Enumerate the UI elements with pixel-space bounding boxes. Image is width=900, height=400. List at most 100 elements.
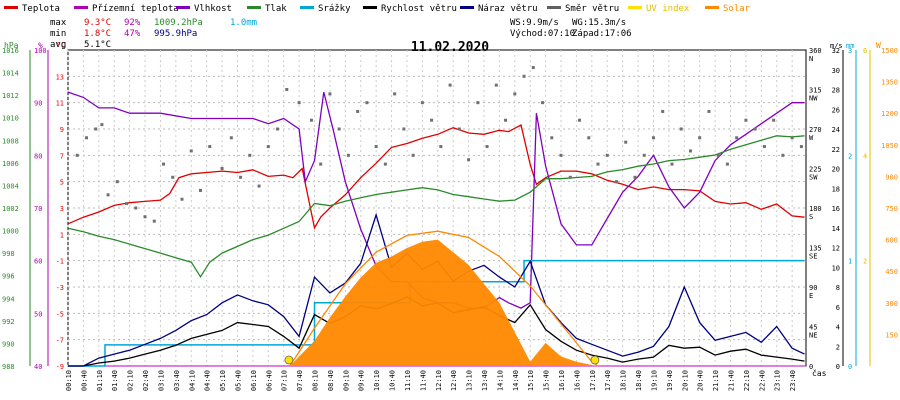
x-tick-label: 10:40	[389, 370, 397, 391]
axis-ms-tick: 0	[836, 363, 840, 371]
wind-dir-point	[374, 145, 378, 149]
stats-max-temp: 9.3°C	[84, 18, 112, 28]
series-6-area	[289, 239, 599, 366]
wind-dir-point	[356, 109, 360, 113]
wind-dir-point	[448, 83, 452, 87]
x-tick-label: 08:40	[327, 370, 335, 391]
x-tick-label: 19:40	[666, 370, 674, 391]
x-tick-label: 20:40	[697, 370, 705, 391]
axis-hpa-label: hPa	[4, 41, 19, 50]
wind-dir-point	[189, 149, 193, 153]
stats-max-rain: 1.0mm	[230, 18, 258, 28]
axis-hpa-tick: 1006	[2, 160, 19, 168]
axis-deg-dir: S	[809, 213, 813, 221]
wind-dir-point	[199, 188, 203, 192]
axis-hpa-tick: 1008	[2, 137, 19, 145]
axis-ms-tick: 8	[836, 284, 840, 292]
x-tick-label: 10:10	[373, 370, 381, 391]
wind-dir-point	[328, 92, 332, 96]
axis-deg-tick: 0	[809, 363, 813, 371]
x-tick-label: 20:10	[681, 370, 689, 391]
wind-dir-point	[285, 88, 289, 91]
axis-deg-tick: 180	[809, 205, 822, 213]
stats-min-hum: 47%	[124, 29, 141, 39]
wind-dir-point	[319, 162, 323, 166]
stats-block: max 9.3°C 92% 1009.2hPa 1.0mm min 1.8°C 47% 995…	[50, 18, 257, 51]
axis-ms-tick: 24	[832, 126, 840, 134]
axis-hpa-tick: 990	[2, 340, 15, 348]
axis-uv-tick: 6	[863, 47, 867, 55]
axis-solar-tick: 600	[885, 237, 898, 245]
stats-min-temp: 1.8°C	[84, 29, 112, 39]
axis-mm-label: mm	[846, 42, 854, 50]
axis-temp-tick: 3	[60, 205, 64, 213]
wind-dir-point	[143, 215, 147, 219]
wind-dir-point	[229, 136, 233, 140]
x-tick-label: 18:10	[620, 370, 628, 391]
wind-dir-point	[504, 118, 508, 122]
axis-ms-tick: 28	[832, 87, 840, 95]
wind-dir-point	[781, 153, 785, 157]
axis-hpa-tick: 992	[2, 318, 15, 326]
wind-dir-point	[698, 136, 702, 140]
wind-dir-point	[248, 153, 252, 157]
axis-deg-tick: 225	[809, 166, 822, 174]
legend-rychlost-vetru: Rychlost větru	[363, 3, 457, 15]
wind-dir-point	[753, 127, 757, 131]
axis-solar-tick: 450	[885, 268, 898, 276]
sunset-marker	[590, 355, 600, 365]
wind-dir-point	[467, 158, 471, 162]
wind-dir-point	[383, 162, 387, 166]
axis-temp-tick: -9	[56, 363, 64, 371]
stats-avg: avg 5.1°C	[50, 40, 257, 51]
axis-hpa-tick: 1012	[2, 92, 19, 100]
x-tick-label: 00:40	[80, 370, 88, 391]
x-tick-label: 03:40	[173, 370, 181, 391]
wind-dir-point	[266, 145, 270, 149]
axis-ms-tick: 12	[832, 245, 840, 253]
x-tick-label: 23:40	[789, 370, 797, 391]
axis-temp-label: °C	[56, 41, 66, 50]
axis-temp-tick: -7	[56, 337, 64, 345]
x-tick-label: 22:40	[758, 370, 766, 391]
legend-vlhkost: Vlhkost	[176, 3, 232, 15]
axis-hpa-tick: 998	[2, 250, 15, 258]
axis-ms-label: m/s	[830, 42, 843, 50]
axis-mm-tick: 3	[848, 47, 852, 55]
axis-hpa-tick: 988	[2, 363, 15, 371]
axis-temp-tick: 5	[60, 179, 64, 187]
axis-ms-tick: 4	[836, 324, 840, 332]
axis-deg-tick: 90	[809, 284, 817, 292]
x-tick-label: 21:40	[728, 370, 736, 391]
axis-uv-tick: 4	[863, 152, 867, 160]
wind-dir-point	[679, 127, 683, 131]
wind-dir-point	[94, 127, 98, 131]
wind-dir-point	[208, 145, 212, 149]
x-tick-label: 16:10	[558, 370, 566, 391]
wind-dir-point	[559, 153, 563, 157]
axis-hpa-tick: 1014	[2, 70, 19, 78]
axis-temp-tick: -5	[56, 310, 64, 318]
x-tick-label: 12:40	[450, 370, 458, 391]
axis-ms-tick: 20	[832, 166, 840, 174]
axis-deg-tick: 135	[809, 245, 822, 253]
legend-uv-index: UV index	[628, 3, 689, 15]
axis-solar-tick: 300	[885, 300, 898, 308]
axis-hpa-tick: 994	[2, 295, 15, 303]
axis-pct-tick: 40	[34, 363, 42, 371]
axis-deg-dir: NE	[809, 332, 817, 340]
stats-min: min 1.8°C 47% 995.9hPa	[50, 29, 257, 40]
wind-dir-point	[716, 153, 720, 157]
x-tick-label: 00:10	[65, 370, 73, 391]
legend-smer-vetru: Směr větru	[547, 3, 619, 15]
wind-dir-point	[485, 145, 489, 149]
wind-dir-point	[134, 206, 138, 210]
axis-uv-tick: 2	[863, 258, 867, 266]
wind-dir-point	[257, 184, 261, 188]
wind-dir-point	[651, 136, 655, 140]
wind-dir-point	[614, 180, 618, 184]
axis-ms-tick: 16	[832, 205, 840, 213]
x-tick-label: 11:10	[404, 370, 412, 391]
legend-naraz-vetru: Náraz větru	[460, 3, 538, 15]
axis-ms-tick: 14	[832, 225, 840, 233]
